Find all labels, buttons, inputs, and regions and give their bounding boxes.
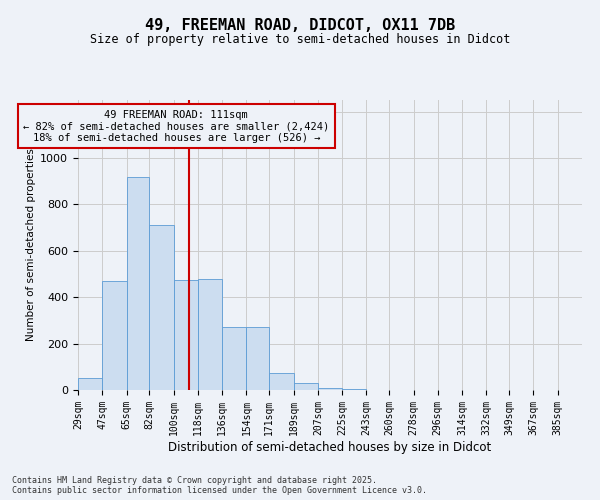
Bar (222, 328, 247, 390)
Bar (78, 378, 102, 390)
Bar (293, 383, 318, 390)
Bar (102, 281, 127, 390)
X-axis label: Distribution of semi-detached houses by size in Didcot: Distribution of semi-detached houses by … (169, 440, 491, 454)
Bar (318, 388, 342, 390)
Bar (127, 176, 149, 390)
Bar (269, 372, 293, 390)
Y-axis label: Number of semi-detached properties: Number of semi-detached properties (26, 148, 36, 342)
Text: Size of property relative to semi-detached houses in Didcot: Size of property relative to semi-detach… (90, 32, 510, 46)
Bar (198, 278, 222, 390)
Bar (247, 328, 269, 390)
Bar (149, 226, 173, 390)
Bar (173, 280, 198, 390)
Bar (342, 389, 367, 390)
Text: 49 FREEMAN ROAD: 111sqm
← 82% of semi-detached houses are smaller (2,424)
18% of: 49 FREEMAN ROAD: 111sqm ← 82% of semi-de… (23, 110, 329, 142)
Text: 49, FREEMAN ROAD, DIDCOT, OX11 7DB: 49, FREEMAN ROAD, DIDCOT, OX11 7DB (145, 18, 455, 32)
Text: Contains HM Land Registry data © Crown copyright and database right 2025.
Contai: Contains HM Land Registry data © Crown c… (12, 476, 427, 495)
